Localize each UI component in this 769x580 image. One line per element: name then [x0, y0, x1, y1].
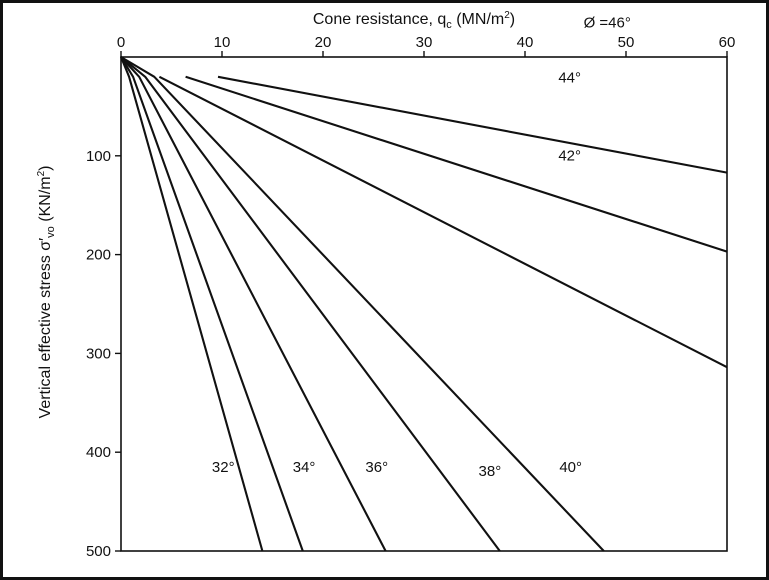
x-tick-label: 30	[416, 34, 433, 51]
x-tick-label: 0	[117, 34, 125, 51]
series-line-7	[217, 75, 728, 174]
x-tick-label: 20	[315, 34, 332, 51]
series-label-4: 40°	[559, 459, 582, 476]
x-tick-label: 50	[618, 34, 635, 51]
series-line-3	[120, 56, 501, 552]
series-line-5	[158, 75, 728, 369]
y-tick-label: 100	[86, 148, 111, 165]
series-label-6: 44°	[558, 70, 581, 87]
y-tick-label: 500	[86, 543, 111, 560]
series-label-7: Ø =46°	[584, 14, 631, 31]
plot-frame	[120, 56, 728, 552]
series-line-6	[185, 75, 728, 253]
series-label-1: 34°	[293, 459, 316, 476]
y-axis-title: Vertical effective stress σ′vo (KN/m2)	[36, 166, 57, 419]
series-line-2	[120, 56, 387, 552]
x-axis-title: Cone resistance, qc (MN/m2)	[313, 10, 515, 31]
y-tick-label: 300	[86, 345, 111, 362]
series-label-5: 42°	[558, 148, 581, 165]
series-line-0	[120, 56, 264, 552]
series-line-4	[120, 56, 605, 552]
y-tick-label: 400	[86, 444, 111, 461]
series-label-0: 32°	[212, 459, 235, 476]
x-tick-label: 60	[719, 34, 736, 51]
series-label-2: 36°	[365, 459, 388, 476]
x-tick-label: 10	[214, 34, 231, 51]
series-label-3: 38°	[479, 463, 502, 480]
series-line-1	[120, 56, 304, 552]
y-tick-label: 200	[86, 247, 111, 264]
x-tick-label: 40	[517, 34, 534, 51]
